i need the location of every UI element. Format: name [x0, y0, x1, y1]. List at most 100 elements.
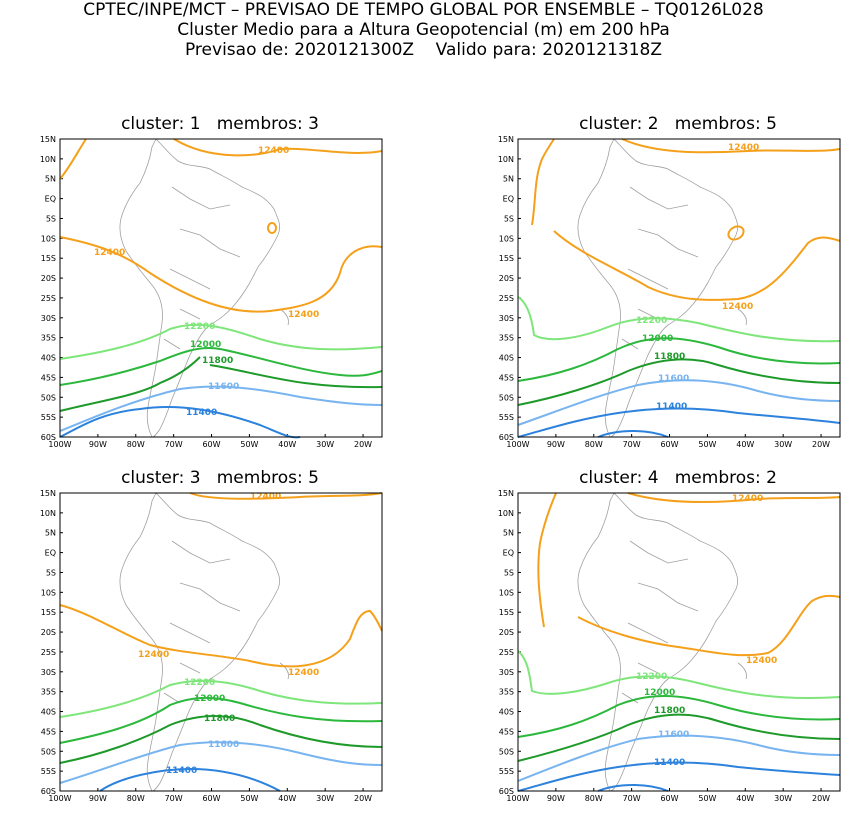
lat-tick-label: 10S — [499, 588, 514, 597]
contour-label: 12200 — [636, 672, 667, 682]
contour-label: 12400 — [722, 302, 753, 312]
contour-label: 11800 — [204, 714, 235, 724]
contour-label: 11600 — [658, 730, 689, 740]
contour-12000 — [517, 337, 841, 382]
lat-tick-label: 10N — [40, 509, 56, 518]
lat-tick-label: 25S — [41, 294, 56, 303]
contour-11600 — [517, 379, 841, 426]
lat-tick-label: 50S — [499, 393, 514, 402]
lat-tick-label: 15S — [499, 254, 514, 263]
lon-tick-label: 40W — [278, 794, 296, 803]
cluster-2-frame — [517, 138, 841, 438]
lon-tick-label: 90W — [547, 440, 565, 449]
cluster-4-contours — [517, 492, 841, 792]
contour-11400 — [99, 767, 281, 792]
lon-tick-label: 90W — [89, 794, 107, 803]
coastline-path — [119, 138, 281, 438]
lon-tick-label: 60W — [660, 794, 678, 803]
contour-label: 11400 — [656, 402, 687, 412]
lon-tick-label: 80W — [127, 440, 145, 449]
coastline-path — [163, 540, 241, 704]
cluster-1-frame — [59, 138, 383, 438]
lat-tick-label: 20S — [41, 274, 56, 283]
lat-tick-label: 45S — [499, 373, 514, 382]
coastline-path — [737, 308, 747, 326]
contour-label: 12400 — [288, 668, 319, 678]
coastline-path — [163, 186, 241, 350]
lon-tick-label: 30W — [774, 794, 792, 803]
cluster-3-coastline — [119, 492, 289, 792]
cluster-3-contours — [59, 492, 383, 792]
lat-tick-label: 55S — [499, 413, 514, 422]
lat-tick-label: 60S — [499, 787, 514, 796]
cluster-4-axis-ticks: 15N 10N 5N EQ 5S 10S 15S 20S 25S 30S 35S 40S 45S 50S 5… — [498, 489, 830, 803]
contour-label: 12000 — [642, 334, 673, 344]
lat-tick-label: 5S — [504, 568, 514, 577]
cluster-2-map: 15N 10N 5N EQ 5S 10S 15S 20S 25S 30S 35S 40S 45S 50S 5… — [498, 135, 841, 449]
lat-tick-label: 5N — [503, 175, 514, 184]
lat-tick-label: 10S — [499, 234, 514, 243]
contour-label: 12400 — [728, 143, 759, 153]
contour-label: 11800 — [202, 356, 233, 366]
lat-tick-label: 55S — [41, 767, 56, 776]
lat-tick-label: 50S — [41, 747, 56, 756]
lon-tick-label: 80W — [127, 794, 145, 803]
lat-tick-label: 15N — [40, 135, 56, 144]
contour-label: 12400 — [288, 310, 319, 320]
contour-12000 — [517, 695, 841, 738]
lat-tick-label: 55S — [499, 767, 514, 776]
cluster-2-contours — [517, 138, 841, 438]
lat-tick-label: 10N — [498, 509, 514, 518]
contour-11400 — [597, 430, 669, 438]
contour-12400 — [531, 138, 841, 226]
cluster-1-title: cluster: 1 membros: 3 — [121, 114, 319, 134]
lat-tick-label: 35S — [499, 334, 514, 343]
contour-12400 — [553, 230, 841, 301]
contour-label: 11400 — [166, 766, 197, 776]
lon-tick-label: 30W — [774, 440, 792, 449]
contour-label: 11600 — [658, 374, 689, 384]
cluster-1-coastline — [119, 138, 289, 438]
lat-tick-label: 55S — [41, 413, 56, 422]
cluster-2-coastline — [577, 138, 747, 438]
lon-tick-label: 60W — [660, 440, 678, 449]
contour-label: 11400 — [654, 758, 685, 768]
lat-tick-label: 60S — [41, 787, 56, 796]
contour-11800 — [517, 358, 841, 406]
lon-tick-label: 80W — [585, 794, 603, 803]
lon-tick-label: 80W — [585, 440, 603, 449]
header-line-1: CPTEC/INPE/MCT – PREVISAO DE TEMPO GLOBA… — [83, 0, 764, 20]
contour-label: 12400 — [250, 492, 281, 502]
cluster-1-contours — [59, 138, 383, 439]
cluster-4-map: 15N 10N 5N EQ 5S 10S 15S 20S 25S 30S 35S 40S 45S 50S 5… — [498, 489, 841, 803]
cluster-3-frame — [59, 492, 383, 792]
lat-tick-label: 5S — [504, 214, 514, 223]
cluster-3-map: 15N 10N 5N EQ 5S 10S 15S 20S 25S 30S 35S 40S 45S 50S 5… — [40, 489, 383, 803]
lon-tick-label: 60W — [202, 440, 220, 449]
coastline-path — [119, 492, 281, 792]
contour-label: 12400 — [94, 248, 125, 258]
contour-label: 12000 — [644, 688, 675, 698]
lat-tick-label: EQ — [503, 549, 514, 558]
cluster-1-axis-ticks: 15N 10N 5N EQ 5S 10S 15S 20S 25S 30S 35S 40S 45S 50S 5… — [40, 135, 372, 449]
lat-tick-label: 30S — [499, 668, 514, 677]
lat-tick-label: 30S — [41, 314, 56, 323]
contour-11400 — [517, 761, 841, 792]
contour-label: 12200 — [184, 678, 215, 688]
contour-label: 11800 — [654, 706, 685, 716]
lat-tick-label: 10S — [41, 234, 56, 243]
lon-tick-label: 100W — [506, 794, 529, 803]
lat-tick-label: 5N — [503, 529, 514, 538]
contour-11400 — [597, 784, 669, 792]
lat-tick-label: 15S — [499, 608, 514, 617]
lat-tick-label: 5S — [46, 568, 56, 577]
contour-12400 — [727, 225, 745, 241]
lon-tick-label: 40W — [278, 440, 296, 449]
cluster-4-title: cluster: 4 membros: 2 — [579, 468, 777, 488]
lon-tick-label: 30W — [316, 794, 334, 803]
lat-tick-label: 5N — [45, 175, 56, 184]
contour-12400 — [577, 594, 841, 657]
contour-label: 11600 — [208, 382, 239, 392]
contour-12400 — [59, 604, 383, 668]
lon-tick-label: 50W — [240, 794, 258, 803]
